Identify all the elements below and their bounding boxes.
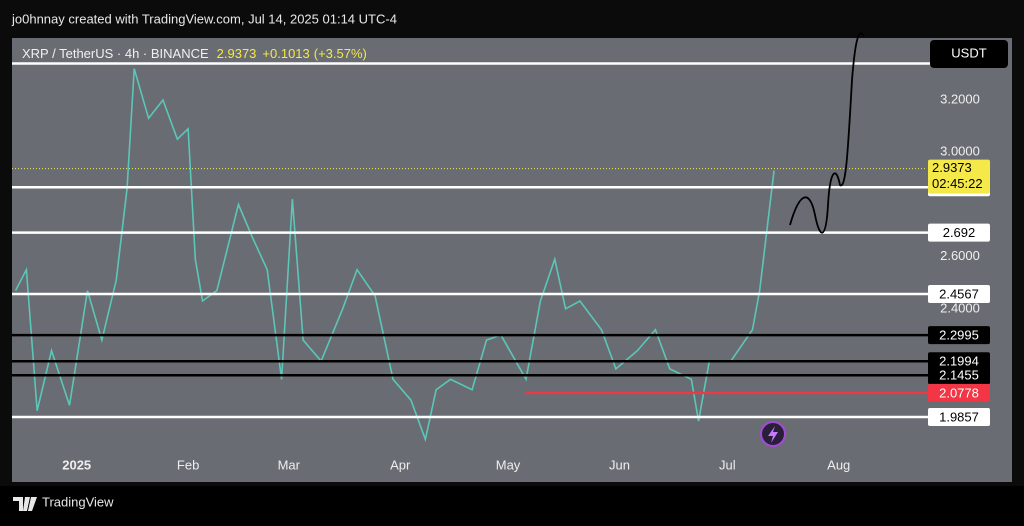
y-tick-label: 2.6000 — [940, 248, 980, 263]
level-label-box — [928, 223, 990, 242]
x-tick-label: Aug — [827, 457, 850, 472]
level-label: 2.692 — [943, 225, 976, 240]
last-price: 2.9373 — [217, 46, 257, 61]
x-tick-label: Apr — [390, 457, 411, 472]
level-label-box — [928, 352, 990, 371]
x-tick-label: Jul — [719, 457, 736, 472]
change: +0.1013 — [262, 46, 309, 61]
level-label: 2.4567 — [939, 286, 979, 301]
level-label-box — [928, 326, 990, 345]
level-label-box — [928, 407, 990, 426]
price-line — [14, 68, 775, 443]
level-label: 2.0778 — [939, 385, 979, 400]
x-tick-label: May — [496, 457, 521, 472]
y-tick-label: 3.0000 — [940, 144, 980, 159]
last-price-box — [928, 159, 990, 194]
projection-drawing — [789, 32, 865, 234]
event-bolt — [768, 426, 778, 443]
last-price-label: 2.9373 — [932, 160, 972, 175]
plot-area — [12, 38, 1012, 482]
level-label: 1.9857 — [939, 409, 979, 424]
level-label-box — [928, 383, 990, 402]
x-tick-label: Mar — [278, 457, 301, 472]
x-tick-label: Jun — [609, 457, 630, 472]
level-label-box — [928, 285, 990, 304]
level-label: 2.1455 — [939, 368, 979, 383]
footer-bar — [0, 486, 1024, 526]
brand: TradingView — [42, 494, 114, 509]
y-tick-label: 3.2000 — [940, 91, 980, 106]
level-label: 2.1994 — [939, 354, 979, 369]
brand-logo — [13, 497, 37, 511]
y-tick-label: 2.4000 — [940, 300, 980, 315]
x-tick-label: 2025 — [62, 457, 91, 472]
x-tick-label: Feb — [177, 457, 199, 472]
symbol-name: XRP / TetherUS · 4h · BINANCE — [22, 46, 209, 61]
currency-box[interactable] — [930, 40, 1008, 68]
symbol: XRP / TetherUS · 4h · BINANCE 2.9373 +0.10… — [22, 46, 367, 61]
change-pct: (+3.57%) — [314, 46, 367, 61]
level-label: 2.2995 — [939, 328, 979, 343]
level-label-box — [928, 366, 990, 385]
credit: jo0hnnay created with TradingView.com, J… — [11, 11, 397, 26]
countdown: 02:45:22 — [932, 176, 983, 191]
currency: USDT — [951, 45, 986, 60]
